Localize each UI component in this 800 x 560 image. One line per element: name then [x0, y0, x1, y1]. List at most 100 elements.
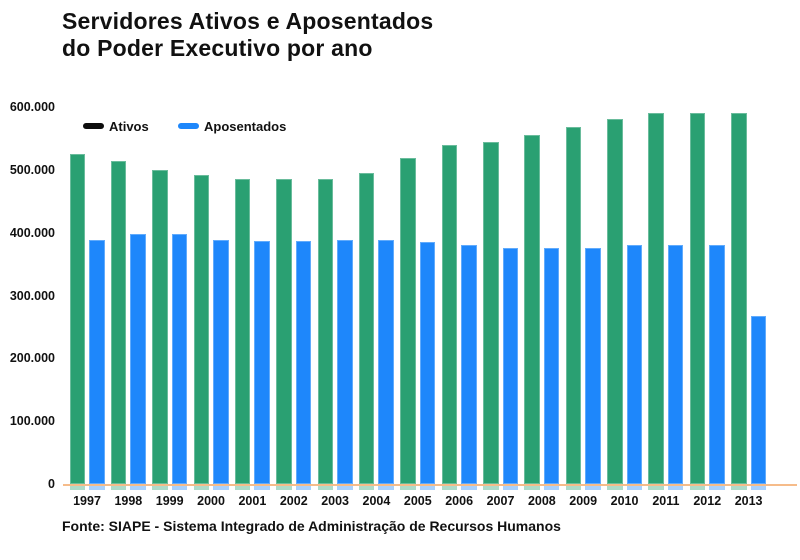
- bar-aposentados-2005: [419, 242, 436, 484]
- bar-stub-ativos-1998: [110, 486, 127, 490]
- bar-stub-aposentados-2010: [626, 486, 643, 490]
- bar-stub-ativos-1999: [152, 486, 168, 490]
- legend-swatch-aposentados: [178, 123, 199, 129]
- bar-stub-ativos-2006: [441, 486, 458, 490]
- bar-aposentados-2003: [337, 239, 353, 484]
- bar-ativos-2002: [276, 178, 292, 484]
- y-tick-500.000: 500.000: [9, 162, 55, 177]
- x-tick-2006: 2006: [445, 494, 474, 508]
- bar-aposentados-2007: [502, 247, 518, 484]
- x-tick-2002: 2002: [279, 494, 308, 508]
- x-tick-1997: 1997: [73, 494, 101, 508]
- bar-stub-aposentados-2011: [667, 486, 684, 490]
- bar-ativos-1999: [152, 170, 168, 484]
- x-tick-2007: 2007: [486, 494, 515, 508]
- bar-stub-aposentados-2000: [213, 486, 229, 490]
- bar-stub-aposentados-2013: [750, 486, 767, 490]
- bar-stub-ativos-2005: [400, 486, 416, 490]
- legend-item-ativos: Ativos: [83, 118, 149, 134]
- y-tick-100.000: 100.000: [9, 414, 55, 429]
- bar-aposentados-2000: [213, 239, 229, 484]
- x-tick-2005: 2005: [403, 494, 432, 508]
- bar-stub-ativos-2012: [689, 486, 706, 490]
- bar-ativos-2008: [524, 134, 540, 484]
- bar-ativos-2001: [234, 178, 251, 484]
- bar-stub-ativos-2009: [565, 486, 582, 490]
- bar-stub-aposentados-2003: [337, 486, 353, 490]
- bar-ativos-1998: [110, 161, 127, 484]
- bar-ativos-2011: [648, 112, 664, 484]
- bar-stub-ativos-2001: [234, 486, 251, 490]
- source-note: Fonte: SIAPE - Sistema Integrado de Admi…: [62, 518, 561, 534]
- bar-aposentados-2010: [626, 245, 643, 484]
- x-tick-1999: 1999: [155, 494, 184, 508]
- bar-stub-ativos-2003: [317, 486, 334, 490]
- bar-aposentados-2001: [254, 241, 270, 484]
- bar-stub-ativos-2013: [731, 486, 747, 490]
- bar-ativos-2006: [441, 144, 458, 484]
- x-tick-2003: 2003: [321, 494, 349, 508]
- bar-stub-ativos-2010: [607, 486, 623, 490]
- bar-stub-aposentados-2008: [543, 486, 560, 490]
- legend-label-ativos: Ativos: [109, 118, 149, 134]
- bar-stub-aposentados-2006: [461, 486, 477, 490]
- bar-ativos-2013: [731, 112, 747, 484]
- bar-ativos-2012: [689, 113, 706, 484]
- y-tick-600.000: 600.000: [9, 100, 55, 114]
- bar-stub-aposentados-1998: [130, 486, 146, 490]
- bar-aposentados-2004: [378, 239, 394, 484]
- legend-label-aposentados: Aposentados: [204, 118, 287, 134]
- bar-ativos-2007: [483, 141, 499, 484]
- legend-item-aposentados: Aposentados: [178, 118, 286, 134]
- bar-stub-aposentados-2007: [502, 486, 518, 490]
- bar-stub-aposentados-1999: [171, 486, 188, 490]
- bar-aposentados-2006: [461, 244, 477, 484]
- bar-aposentados-2013: [750, 315, 767, 484]
- bar-aposentados-1997: [89, 239, 105, 484]
- bar-aposentados-2009: [585, 247, 601, 484]
- bar-stub-aposentados-2002: [295, 486, 312, 490]
- x-tick-2011: 2011: [652, 494, 680, 508]
- bar-aposentados-2012: [709, 245, 725, 484]
- x-tick-2009: 2009: [569, 494, 598, 508]
- bar-stub-ativos-2000: [193, 486, 210, 490]
- bar-stub-aposentados-2004: [378, 486, 394, 490]
- bar-aposentados-2011: [667, 245, 684, 484]
- x-tick-2000: 2000: [197, 494, 225, 508]
- x-tick-2008: 2008: [527, 494, 556, 508]
- x-axis-line: [63, 484, 797, 486]
- y-tick-200.000: 200.000: [9, 351, 55, 366]
- bar-aposentados-1998: [130, 233, 146, 484]
- legend-swatch-ativos: [83, 123, 104, 129]
- bar-stub-ativos-2007: [483, 486, 499, 490]
- bar-stub-aposentados-2012: [709, 486, 725, 490]
- bar-stub-ativos-2002: [276, 486, 292, 490]
- x-tick-2012: 2012: [693, 494, 722, 508]
- bar-ativos-2003: [317, 179, 334, 484]
- x-tick-2004: 2004: [362, 494, 391, 508]
- bar-stub-ativos-2004: [358, 486, 375, 490]
- bar-aposentados-2002: [295, 241, 312, 484]
- bar-aposentados-2008: [543, 247, 560, 484]
- bar-ativos-1997: [69, 154, 85, 484]
- bar-ativos-2010: [607, 118, 623, 484]
- bar-stub-aposentados-1997: [89, 486, 105, 490]
- bar-ativos-2000: [193, 174, 210, 484]
- bar-stub-ativos-2011: [648, 486, 664, 490]
- bar-aposentados-1999: [171, 233, 188, 484]
- x-tick-2001: 2001: [238, 494, 267, 508]
- x-tick-2013: 2013: [734, 494, 763, 508]
- bar-stub-aposentados-2009: [585, 486, 601, 490]
- bar-stub-ativos-1997: [69, 486, 85, 490]
- chart-title: Servidores Ativos e Aposentados do Poder…: [62, 8, 434, 62]
- y-tick-0: 0: [48, 477, 55, 491]
- bar-stub-ativos-2008: [524, 486, 540, 490]
- y-tick-400.000: 400.000: [9, 225, 55, 240]
- bar-ativos-2009: [565, 127, 582, 484]
- bar-stub-aposentados-2001: [254, 486, 270, 490]
- bar-stub-aposentados-2005: [419, 486, 436, 490]
- x-tick-2010: 2010: [610, 494, 639, 508]
- bar-ativos-2005: [400, 157, 416, 484]
- bar-ativos-2004: [358, 172, 375, 484]
